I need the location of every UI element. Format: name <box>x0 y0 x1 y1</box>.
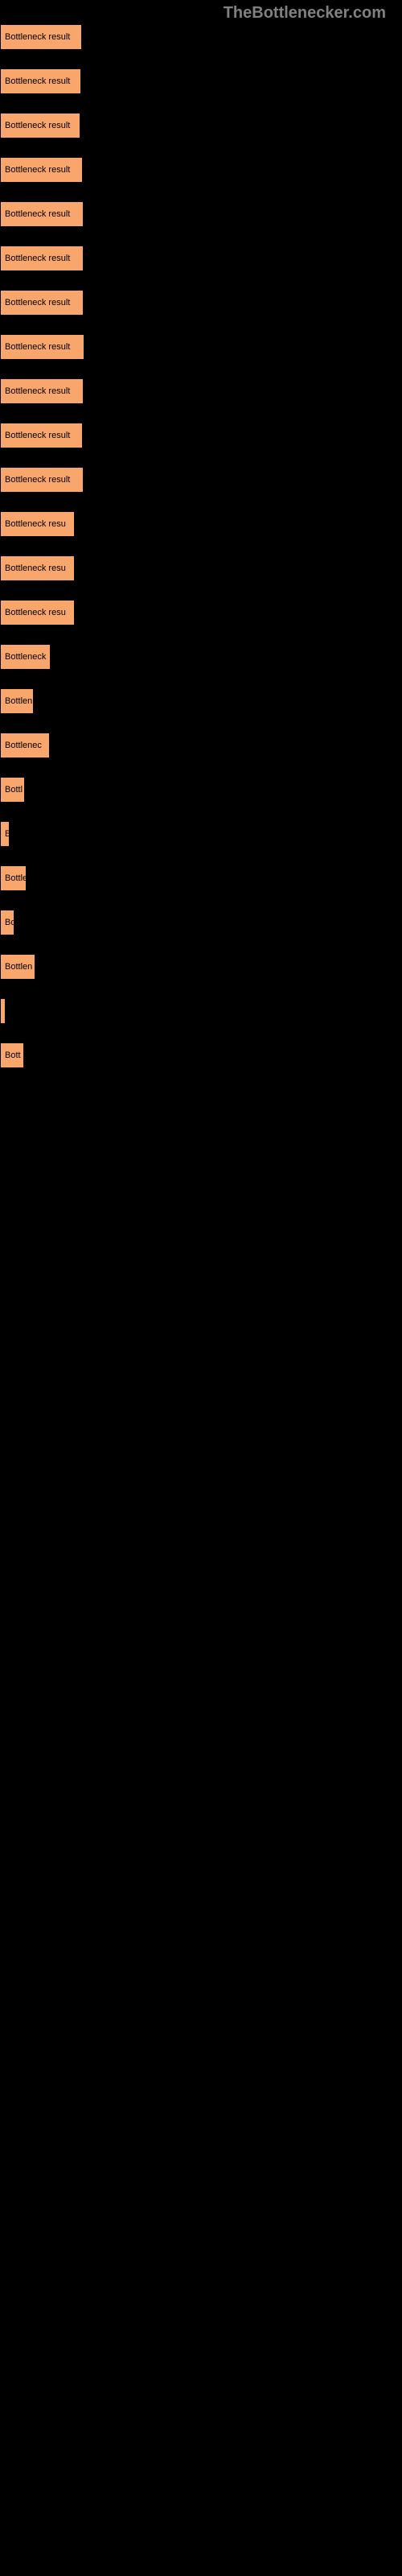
bar-row: Bottleneck resu <box>0 600 402 634</box>
bar: Bottleneck result <box>0 467 84 493</box>
bar-label: Bottleneck result <box>5 342 70 352</box>
bar: B <box>0 821 10 847</box>
bar-row: Bottleneck result <box>0 334 402 368</box>
bar-label: Bottlen <box>5 696 32 706</box>
bar-row: Bottleneck result <box>0 113 402 147</box>
bar: Bottlen <box>0 688 34 714</box>
bar-row: Bottle <box>0 865 402 899</box>
bar-label: Bottleneck <box>5 652 46 662</box>
bar-row: Bottleneck <box>0 644 402 678</box>
bar: Bottleneck result <box>0 68 81 94</box>
bar: Bottleneck result <box>0 246 84 271</box>
bar: Bottleneck result <box>0 113 80 138</box>
bar-label: Bottleneck result <box>5 121 70 130</box>
bar-label: Bottle <box>5 873 27 883</box>
bar: Bo <box>0 910 14 935</box>
bar-label: Bottleneck result <box>5 165 70 175</box>
bar-label: Bottleneck resu <box>5 519 66 529</box>
bar-label: Bottleneck result <box>5 431 70 440</box>
bar-row: Bo <box>0 910 402 943</box>
bar-row: Bottleneck result <box>0 423 402 456</box>
bar-label: Bottleneck result <box>5 475 70 485</box>
bar-label: Bottlen <box>5 962 32 972</box>
bar: Bottleneck result <box>0 157 83 183</box>
bar: Bottleneck result <box>0 201 84 227</box>
bar-label: Bottl <box>5 785 23 795</box>
bar-row: Bottl <box>0 777 402 811</box>
bar-label: Bottleneck result <box>5 209 70 219</box>
bar: Bottleneck resu <box>0 511 75 537</box>
bar-row <box>0 998 402 1032</box>
bar-row: Bottleneck result <box>0 157 402 191</box>
bar-label: Bott <box>5 1051 21 1060</box>
bar <box>0 998 6 1024</box>
bar-row: Bottleneck result <box>0 201 402 235</box>
bar-row: Bottleneck result <box>0 290 402 324</box>
bar-row: B <box>0 821 402 855</box>
bar: Bottleneck <box>0 644 51 670</box>
chart-container: Bottleneck result Bottleneck result Bottle… <box>0 0 402 1076</box>
bar-label: Bottleneck result <box>5 254 70 263</box>
bar-label: Bottleneck result <box>5 298 70 308</box>
bar-label: B <box>5 829 10 839</box>
bar-row: Bottlenec <box>0 733 402 766</box>
bar-row: Bottleneck result <box>0 378 402 412</box>
watermark-text: TheBottlenecker.com <box>224 4 386 23</box>
bar-label: Bottleneck result <box>5 32 70 42</box>
bar-row: Bottleneck resu <box>0 555 402 589</box>
bar-row: Bottlen <box>0 688 402 722</box>
bar-row: Bottleneck result <box>0 24 402 58</box>
bar: Bott <box>0 1042 24 1068</box>
bar: Bottle <box>0 865 27 891</box>
bar: Bottleneck result <box>0 334 84 360</box>
bar: Bottleneck result <box>0 290 84 316</box>
bar-label: Bottleneck result <box>5 386 70 396</box>
bar-row: Bott <box>0 1042 402 1076</box>
bar: Bottleneck result <box>0 378 84 404</box>
bar-label: Bottlenec <box>5 741 42 750</box>
bar-label: Bottleneck result <box>5 76 70 86</box>
bar-label: Bottleneck resu <box>5 608 66 617</box>
bar: Bottlenec <box>0 733 50 758</box>
bar: Bottleneck resu <box>0 555 75 581</box>
bar: Bottl <box>0 777 25 803</box>
bar: Bottleneck result <box>0 423 83 448</box>
bar: Bottleneck result <box>0 24 82 50</box>
bar-label: Bottleneck resu <box>5 564 66 573</box>
bar: Bottleneck resu <box>0 600 75 625</box>
bar-row: Bottleneck result <box>0 68 402 102</box>
bar-label: Bo <box>5 918 14 927</box>
bar-row: Bottleneck result <box>0 467 402 501</box>
bar-row: Bottleneck result <box>0 246 402 279</box>
bar-row: Bottlen <box>0 954 402 988</box>
bar-row: Bottleneck resu <box>0 511 402 545</box>
bar: Bottlen <box>0 954 35 980</box>
